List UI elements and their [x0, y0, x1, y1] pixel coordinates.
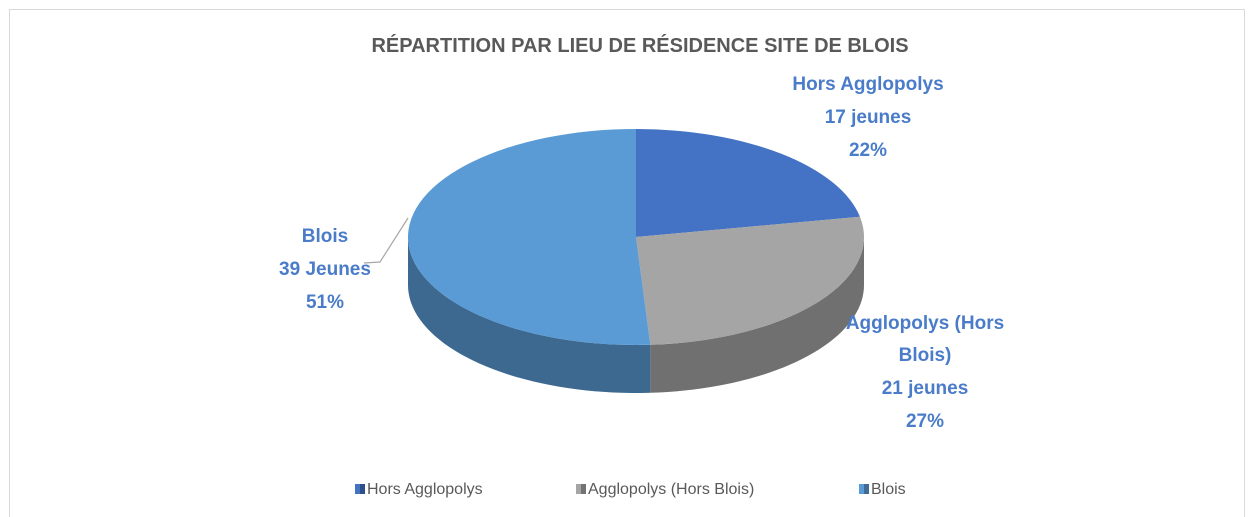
legend-swatch — [576, 484, 586, 494]
slice — [636, 216, 864, 345]
legend-label: Hors Agglopolys — [367, 481, 483, 498]
data-label: Hors Agglopolys 17 jeunes 22% — [768, 68, 968, 167]
leader-line — [363, 217, 409, 264]
data-label: Agglopolys (Hors Blois) 21 jeunes 27% — [835, 308, 1015, 438]
slice — [636, 129, 860, 237]
label-value: 27% — [905, 411, 945, 432]
legend-swatch — [355, 484, 365, 494]
legend-swatch-shade — [360, 484, 365, 494]
legend-swatch-shade — [581, 484, 586, 494]
data-label: Blois 39 Jeunes 51% — [245, 220, 405, 319]
label-count: 17 jeunes — [824, 107, 912, 128]
slice — [408, 129, 651, 345]
label-count: 21 jeunes — [881, 378, 969, 399]
legend-label: Blois — [871, 481, 906, 498]
legend-swatch-shade — [864, 484, 869, 494]
label-value: 51% — [305, 292, 345, 313]
label-category: Hors Agglopolys — [792, 74, 944, 95]
slice-side — [650, 237, 864, 393]
slice-side-shade — [650, 237, 864, 393]
legend-swatch — [859, 484, 869, 494]
chart-frame — [9, 9, 1245, 517]
pie — [408, 129, 864, 393]
chart-title: RÉPARTITION PAR LIEU DE RÉSIDENCE SITE D… — [371, 34, 908, 57]
slice-side — [408, 237, 651, 393]
legend-label: Agglopolys (Hors Blois) — [588, 481, 754, 498]
slice-side-shade — [408, 237, 651, 393]
label-category: Agglopolys (Hors Blois) — [845, 313, 1005, 366]
label-value: 22% — [848, 140, 888, 161]
legend: Hors Agglopolys Agglopolys (Hors Blois) Bl… — [355, 481, 906, 498]
label-count: 39 Jeunes — [279, 259, 371, 280]
label-category: Blois — [301, 226, 349, 247]
